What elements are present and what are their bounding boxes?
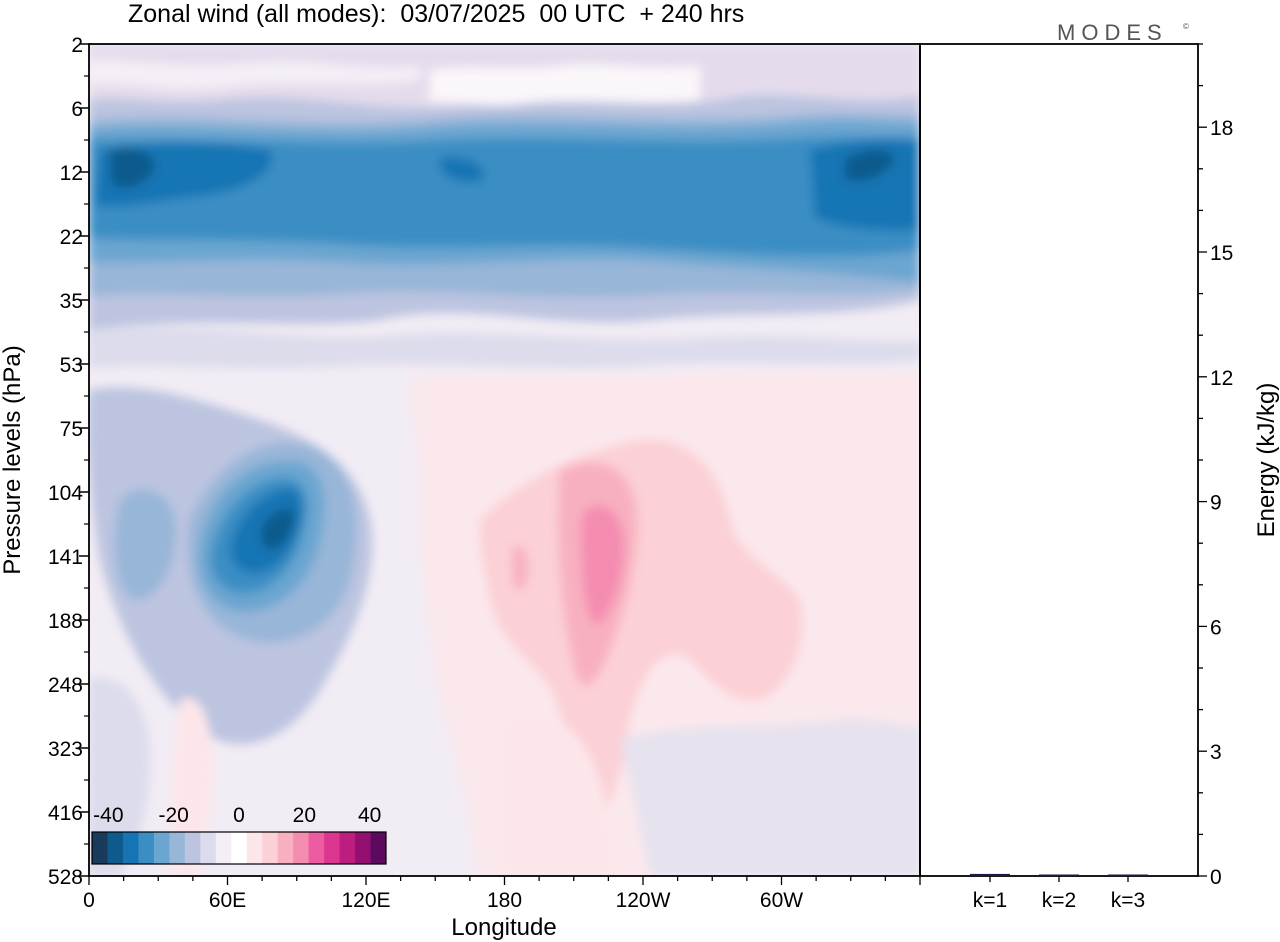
colorbar-frame [91,831,387,865]
x-axis-label: Longitude [451,914,556,941]
x-tick-label: 60E [209,889,246,912]
colorbar-swatch [92,832,108,864]
colorbar-swatch [370,832,387,864]
energy-tick-label: 0 [1210,866,1222,889]
x-tick-label: 60W [760,889,803,912]
colorbar-swatch [122,832,139,864]
copyright-mark: © [1183,22,1189,31]
y-tick-label: 248 [48,674,83,697]
y-tick-label: 75 [60,418,83,441]
colorbar-swatch [169,832,186,864]
x-tick-label: 180 [487,889,522,912]
y-tick-label: 416 [48,802,83,825]
y-tick-label: 104 [48,482,83,505]
colorbar-swatch [153,832,170,864]
colorbar-swatch [231,832,248,864]
energy-tick-label: 12 [1210,367,1233,390]
y-tick-label: 188 [48,610,83,633]
energy-bar [1039,874,1079,876]
longitude-axis: 0 60E 120E 180 120W 60W [83,876,921,912]
colorbar: -40 -20 0 20 40 [91,804,387,865]
energy-bar [970,873,1010,876]
colorbar-tick-label: -40 [93,804,123,827]
colorbar-swatch [262,832,279,864]
energy-axis-label: Energy (kJ/kg) [1253,383,1280,538]
energy-bars: k=1 k=2 k=3 [970,873,1148,912]
colorbar-swatch [184,832,201,864]
colorbar-swatch [246,832,263,864]
colorbar-swatch [293,832,310,864]
energy-category-label: k=1 [973,889,1007,912]
x-tick-label: 0 [83,889,95,912]
y-tick-label: 323 [48,738,83,761]
y-tick-label: 6 [71,98,83,121]
y-tick-label: 141 [48,546,83,569]
colorbar-swatch [107,832,124,864]
colorbar-tick-label: 20 [293,804,316,827]
colorbar-swatch [339,832,356,864]
pressure-axis: 2 6 12 22 35 53 75 104 141 188 248 323 416 528 [48,34,89,889]
colorbar-swatch [308,832,325,864]
energy-tick-label: 15 [1210,242,1233,265]
y-tick-label: 22 [60,226,83,249]
y-tick-label: 12 [60,162,83,185]
colorbar-tick-label: 0 [233,804,245,827]
x-tick-label: 120W [616,889,671,912]
contour-field [89,44,920,876]
colorbar-tick-label: 40 [358,804,381,827]
colorbar-swatch [215,832,232,864]
y-axis-label: Pressure levels (hPa) [0,345,26,574]
colorbar-swatch [200,832,217,864]
y-tick-label: 53 [60,354,83,377]
x-tick-label: 120E [341,889,390,912]
colorbar-swatch [324,832,341,864]
colorbar-swatch [138,832,155,864]
y-tick-label: 528 [48,866,83,889]
energy-category-label: k=2 [1042,889,1076,912]
energy-tick-label: 9 [1210,492,1222,515]
energy-bar [1108,874,1148,876]
modes-logo: MODES [1057,20,1168,45]
colorbar-swatch [355,832,372,864]
chart-title: Zonal wind (all modes): 03/07/2025 00 UT… [128,0,745,28]
colorbar-swatch [277,832,294,864]
energy-category-label: k=3 [1111,889,1145,912]
energy-tick-label: 6 [1210,616,1222,639]
colorbar-tick-label: -20 [158,804,188,827]
energy-tick-label: 18 [1210,117,1233,140]
energy-axis: 0 3 6 9 12 15 18 [1198,43,1233,889]
energy-panel-frame [919,43,1199,877]
y-tick-label: 35 [60,290,83,313]
energy-tick-label: 3 [1210,741,1222,764]
y-tick-label: 2 [71,34,83,57]
